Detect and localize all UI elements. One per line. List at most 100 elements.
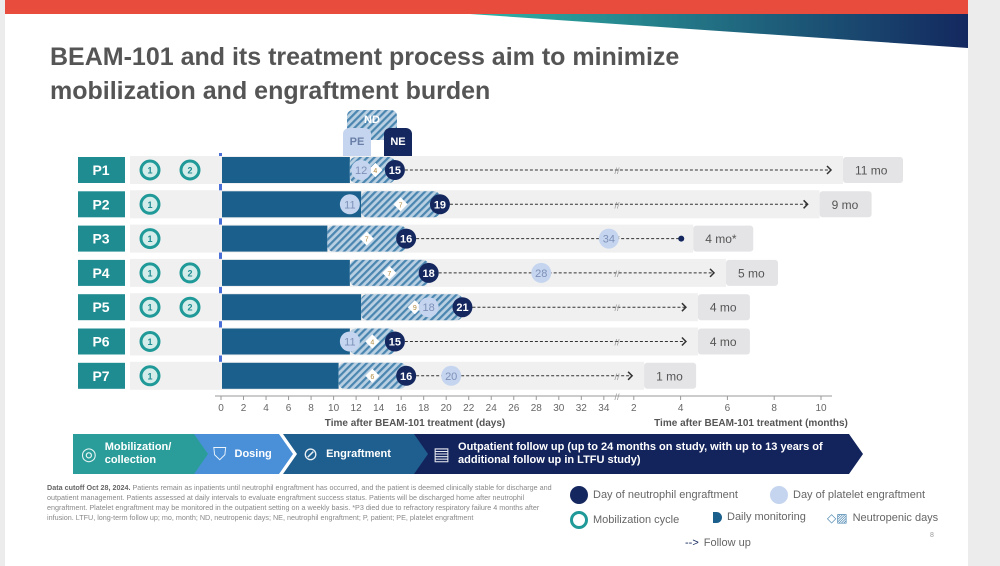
x-tick-label-days: 24 xyxy=(486,403,498,414)
patient-label-box xyxy=(78,225,125,252)
legend-mobilization: Mobilization cycle xyxy=(570,511,679,529)
neutrophil-engraftment-marker xyxy=(384,160,405,180)
platelet-engraftment-day: 20 xyxy=(445,371,457,383)
neutropenic-diamond xyxy=(382,265,397,280)
patient-label: P2 xyxy=(92,196,109,212)
phase-label: Outpatient follow up (up to 24 months on… xyxy=(458,441,823,466)
daily-monitoring-bar xyxy=(222,157,350,183)
daily-monitoring-bar xyxy=(222,191,362,218)
follow-up-duration: 9 mo xyxy=(832,198,859,212)
legend-label: Neutropenic days xyxy=(852,512,939,524)
neutropenic-days-value: 9 xyxy=(413,305,417,312)
patient-label-box xyxy=(78,362,125,389)
x-tick-label-days: 2 xyxy=(241,403,247,414)
follow-up-label-box xyxy=(693,225,754,252)
x-tick-label-months: 6 xyxy=(725,403,731,414)
patient-row-p6: P6 1 // 4 mo 4 11 15 xyxy=(78,327,750,356)
platelet-engraftment-day: 12 xyxy=(355,165,367,177)
axis-break-mark: // xyxy=(614,166,620,176)
x-tick-label-days: 16 xyxy=(396,403,408,414)
neutropenic-days-value: 7 xyxy=(387,271,391,278)
mobilization-cycle-number: 1 xyxy=(147,166,152,176)
header-gradient-wedge xyxy=(470,14,968,48)
ne-header-label: NE xyxy=(390,136,405,148)
process-phase-banner: ◎ Mobilization/ collection ⛉ Dosing ⊘ Engraft… xyxy=(73,434,863,474)
follow-up-label-box xyxy=(697,294,750,321)
neutropenic-diamond xyxy=(368,162,383,178)
legend-label: Day of neutrophil engraftment xyxy=(593,489,738,501)
neutrophil-engraftment-day: 18 xyxy=(423,268,435,280)
neutropenic-diamond xyxy=(365,334,380,349)
axis-break-mark: // xyxy=(614,392,620,402)
x-tick-label-days: 34 xyxy=(598,403,610,414)
pe-header-label: PE xyxy=(350,136,365,148)
platelet-engraftment-marker xyxy=(531,262,552,283)
mobilization-cycle-icon xyxy=(179,296,201,318)
follow-up-duration: 11 mo xyxy=(855,164,888,178)
follow-up-arrow-icon: --> xyxy=(685,537,699,549)
iv-bag-icon: ⛉ xyxy=(213,443,227,464)
x-tick-label-days: 12 xyxy=(351,403,363,414)
header-red-bar xyxy=(5,0,968,14)
page-number: 8 xyxy=(930,532,934,539)
engraftment-icon: ⊘ xyxy=(303,443,319,464)
x-tick-label-months: 8 xyxy=(771,403,777,414)
legend-label: Follow up xyxy=(703,537,751,549)
x-tick-label-days: 26 xyxy=(508,403,520,414)
mobilization-cycle-icon xyxy=(139,193,161,215)
legend-neutropenic: ◇▨ Neutropenic days xyxy=(827,511,938,525)
x-tick-label-days: 14 xyxy=(373,403,385,414)
x-tick-label-days: 30 xyxy=(553,403,565,414)
follow-up-duration: 1 mo xyxy=(656,369,683,383)
platelet-engraftment-day: 34 xyxy=(603,234,615,246)
x-tick-label-days: 10 xyxy=(328,403,340,414)
patient-label: P5 xyxy=(92,299,109,315)
mobilization-cycle-number: 2 xyxy=(187,268,192,278)
phase-1: ◎ Mobilization/ collection xyxy=(73,434,208,474)
mobilization-cycle-icon xyxy=(179,262,201,284)
neutrophil-engraftment-day: 19 xyxy=(434,199,446,211)
title-line-1: BEAM-101 and its treatment process aim t… xyxy=(50,43,680,71)
death-marker xyxy=(678,235,685,242)
phase-4: ▤ Outpatient follow up (up to 24 months o… xyxy=(413,434,863,474)
neutropenic-days-icon: ◇▨ xyxy=(827,511,848,525)
footnote-text: Patients remain as inpatients until neut… xyxy=(47,483,552,522)
mobilization-cycle-icon xyxy=(570,511,588,529)
neutrophil-engraftment-marker xyxy=(429,194,450,215)
platelet-engraftment-marker xyxy=(339,331,360,352)
legend-monitoring: Daily monitoring xyxy=(713,511,806,523)
patient-row-p2: P2 1 // 9 mo 7 11 19 xyxy=(78,190,872,219)
patient-label-box xyxy=(78,328,125,355)
neutropenic-days-value: 4 xyxy=(373,168,377,175)
x-tick-label-days: 22 xyxy=(463,403,475,414)
neutrophil-engraftment-day: 15 xyxy=(389,337,401,349)
daily-monitoring-bar xyxy=(222,294,362,321)
neutropenic-diamond xyxy=(359,231,374,246)
neutrophil-engraftment-day: 21 xyxy=(456,302,468,314)
axis-break-mark: // xyxy=(614,200,620,210)
neutropenic-days-value: 6 xyxy=(370,374,374,381)
neutrophil-engraftment-day: 16 xyxy=(400,234,412,246)
legend-platelet: Day of platelet engraftment xyxy=(770,486,925,504)
daily-monitoring-bar xyxy=(222,259,350,286)
follow-up-arrowhead xyxy=(681,302,687,312)
platelet-engraftment-marker xyxy=(351,160,372,180)
platelet-engraftment-day: 28 xyxy=(535,268,547,280)
document-icon: ▤ xyxy=(433,443,451,464)
daily-monitoring-bar xyxy=(222,362,339,389)
follow-up-label-box xyxy=(644,362,697,389)
mobilization-cycle-number: 1 xyxy=(147,234,152,244)
neutrophil-dot-icon xyxy=(570,486,588,504)
neutrophil-engraftment-marker xyxy=(418,262,439,283)
follow-up-label-box xyxy=(726,259,778,286)
patient-label: P7 xyxy=(92,368,109,384)
neutrophil-engraftment-day: 16 xyxy=(400,371,412,383)
x-tick-label-days: 4 xyxy=(263,403,269,414)
patient-label-box xyxy=(78,191,125,218)
mobilization-cycle-icon xyxy=(139,296,161,318)
phase-3: ⊘ Engraftment xyxy=(283,434,428,474)
follow-up-arrowhead xyxy=(709,268,716,278)
mobilization-cycle-icon xyxy=(139,159,161,181)
